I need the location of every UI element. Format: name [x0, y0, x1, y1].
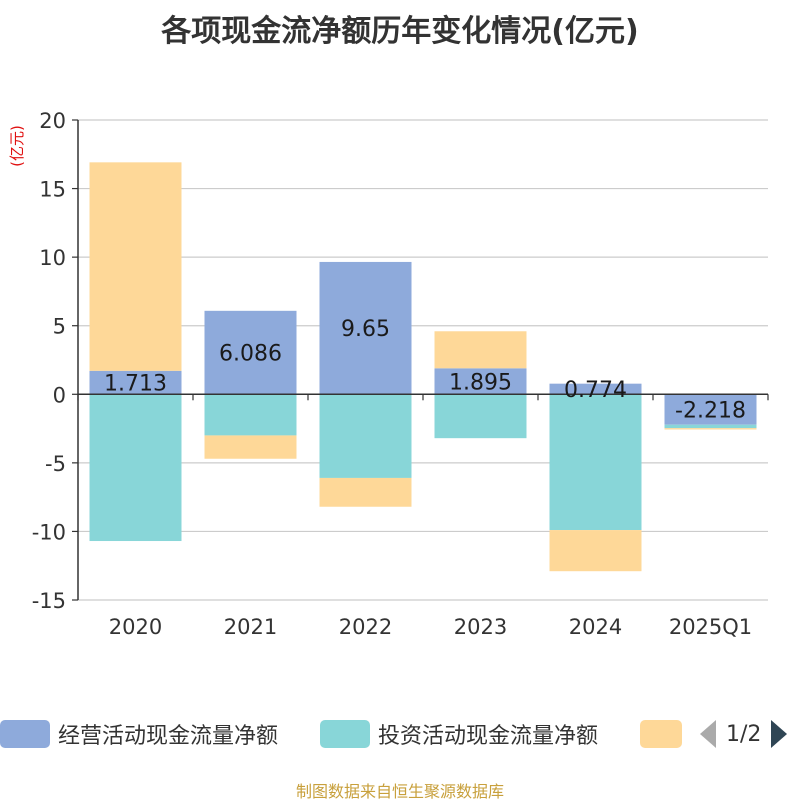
bar-series-0-2024[interactable] [549, 383, 642, 395]
legend-label-investing: 投资活动现金流量净额 [378, 724, 599, 749]
data-label: 1.713 [104, 372, 167, 397]
y-tick-label: -10 [32, 520, 66, 544]
y-tick-label: 0 [53, 383, 66, 407]
bar-series-1-2020[interactable] [89, 394, 182, 542]
bar-series-2-2024[interactable] [549, 530, 642, 572]
y-tick-label: -15 [32, 589, 66, 613]
y-tick-label: 5 [53, 315, 66, 339]
bar-series-2-2025Q1[interactable] [664, 428, 757, 430]
bar-series-0-2023[interactable] [434, 368, 527, 395]
legend-pager: 1/2 [700, 716, 788, 752]
bar-series-2-2020[interactable] [89, 162, 182, 371]
bar-series-1-2022[interactable] [319, 394, 412, 478]
legend-item-investing[interactable]: 投资活动现金流量净额 [320, 716, 598, 752]
legend-swatch-operating [0, 720, 50, 748]
y-tick-label: 10 [39, 246, 66, 270]
grid-layer [78, 119, 768, 601]
data-label: 9.65 [341, 317, 390, 342]
legend-label-operating: 经营活动现金流量净额 [58, 724, 279, 749]
bar-series-2-2023[interactable] [434, 331, 527, 369]
pager-page-indicator: 1/2 [726, 721, 762, 747]
y-axis-unit-label: (亿元) [8, 125, 26, 167]
y-tick-label: 20 [39, 109, 66, 133]
pager-next-arrow-icon[interactable] [771, 720, 788, 748]
chart-area: 20 15 10 5 0 -5 -10 -15 2020 2021 2022 2023 2024 2025… [8, 109, 769, 639]
data-label: 6.086 [219, 342, 282, 367]
axis-layer: 20 15 10 5 0 -5 -10 -15 2020 2021 2022 2023 2024 2025… [32, 109, 769, 639]
pager-prev-arrow-icon[interactable] [700, 720, 716, 748]
bar-layer [89, 162, 757, 572]
bar-series-0-2022[interactable] [319, 261, 412, 395]
legend-swatch-investing [320, 720, 370, 748]
chart-title: 各项现金流净额历年变化情况(亿元) [161, 14, 639, 49]
bar-series-1-2021[interactable] [204, 394, 297, 436]
bar-series-1-2025Q1[interactable] [664, 424, 757, 429]
x-tick-label: 2025Q1 [669, 615, 752, 639]
y-tick-label: -5 [45, 452, 66, 476]
x-tick-label: 2023 [454, 615, 507, 639]
bar-series-1-2023[interactable] [434, 394, 527, 439]
legend: 经营活动现金流量净额 投资活动现金流量净额 1/2 [0, 716, 800, 756]
bar-series-2-2022[interactable] [319, 477, 412, 507]
x-tick-label: 2021 [224, 615, 277, 639]
bar-series-2-2021[interactable] [204, 435, 297, 459]
x-tick-label: 2020 [109, 615, 162, 639]
legend-swatch-third [640, 720, 682, 748]
bar-series-0-2025Q1[interactable] [664, 394, 757, 425]
label-layer: 1.713 6.086 9.65 1.895 0.774 -2.218 [104, 317, 746, 423]
data-label: 0.774 [564, 378, 627, 403]
legend-item-third[interactable] [640, 716, 682, 752]
bar-series-1-2024[interactable] [549, 394, 642, 531]
y-tick-label: 15 [39, 178, 66, 202]
bar-series-0-2020[interactable] [89, 370, 182, 395]
data-source-note: 制图数据来自恒生聚源数据库 [295, 782, 504, 801]
data-label: 1.895 [449, 370, 512, 395]
x-tick-label: 2022 [339, 615, 392, 639]
data-label: -2.218 [675, 398, 746, 423]
x-tick-label: 2024 [569, 615, 622, 639]
legend-item-operating[interactable]: 经营活动现金流量净额 [0, 716, 278, 752]
bar-series-0-2021[interactable] [204, 310, 297, 395]
